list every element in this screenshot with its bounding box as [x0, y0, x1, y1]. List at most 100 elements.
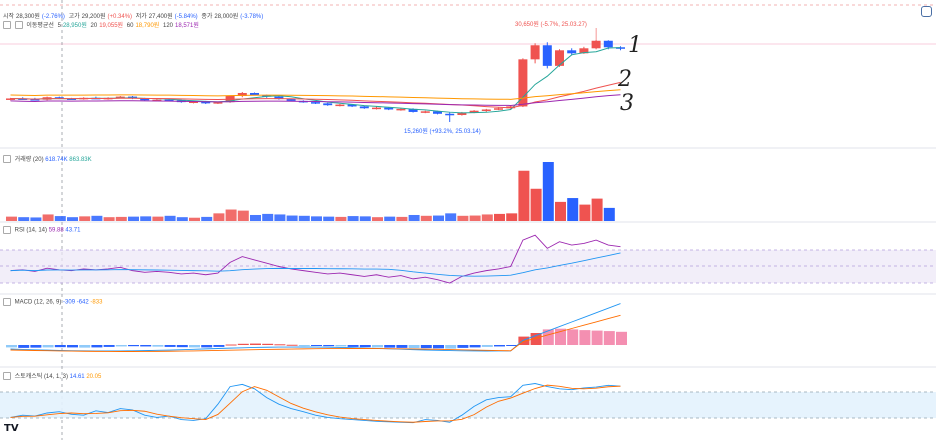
- candle-body: [54, 97, 64, 99]
- macd-histogram-bar: [225, 344, 237, 346]
- candle-body: [213, 102, 223, 104]
- macd-histogram-bar: [237, 343, 249, 345]
- volume-bar: [445, 213, 457, 221]
- macd-histogram-bar: [530, 333, 542, 345]
- candle-body: [481, 109, 491, 111]
- stoch-legend[interactable]: 스토캐스틱 (14, 1, 3) 14.61 20.05: [3, 371, 101, 381]
- macd-histogram-bar: [67, 345, 78, 348]
- scroll-to-realtime-button[interactable]: [921, 6, 932, 17]
- macd-histogram-bar: [433, 345, 444, 349]
- handwritten-number: 2: [617, 67, 632, 92]
- volume-bar: [274, 214, 286, 221]
- stoch-k-line: [10, 383, 621, 424]
- volume-bar: [457, 215, 469, 221]
- macd-histogram-bar: [79, 345, 91, 348]
- rsi-band: [0, 250, 936, 283]
- tradingview-logo: TV: [4, 423, 19, 434]
- macd-histogram-bar: [213, 345, 225, 347]
- macd-histogram-bar: [201, 345, 213, 348]
- macd-histogram-bar: [396, 345, 408, 348]
- volume-bar: [579, 204, 591, 221]
- macd-line: [10, 303, 621, 352]
- candle-body: [384, 107, 394, 110]
- volume-bar: [311, 216, 322, 221]
- volume-bar: [506, 213, 518, 221]
- macd-histogram-bar: [311, 345, 322, 346]
- macd-settings-icon[interactable]: [3, 298, 11, 306]
- macd-histogram-bar: [152, 345, 164, 347]
- volume-bar: [335, 216, 347, 221]
- volume-bar: [128, 216, 139, 221]
- macd-histogram-bar: [54, 345, 66, 348]
- candle-body: [335, 104, 345, 107]
- macd-histogram-bar: [42, 345, 54, 348]
- volume-bar: [250, 214, 261, 221]
- candle-body: [30, 99, 40, 101]
- volume-bar: [115, 216, 127, 221]
- volume-bar: [384, 216, 396, 221]
- candle-body: [408, 108, 418, 112]
- macd-histogram-bar: [189, 345, 200, 348]
- macd-histogram-bar: [164, 345, 176, 347]
- candle-body: [262, 94, 272, 97]
- volume-bar: [347, 216, 359, 221]
- volume-bar: [591, 198, 603, 221]
- volume-bar: [237, 210, 249, 221]
- macd-histogram-bar: [445, 345, 457, 349]
- candle-body: [420, 111, 430, 113]
- high-annotation: 30,650원 (-5.7%, 25.03.27): [515, 20, 587, 28]
- volume-bar: [79, 216, 91, 221]
- indicator-settings-icon[interactable]: [14, 21, 23, 30]
- macd-histogram-bar: [518, 336, 530, 345]
- volume-settings-icon[interactable]: [3, 155, 11, 164]
- volume-legend[interactable]: 거래량 (20) 618.74K 863.83K: [3, 154, 92, 164]
- candle-body: [603, 40, 613, 48]
- candle-body: [469, 110, 479, 113]
- macd-histogram-bar: [542, 329, 554, 345]
- ma120-line: [10, 94, 621, 106]
- macd-histogram-bar: [250, 343, 261, 345]
- macd-histogram-bar: [6, 345, 17, 348]
- macd-histogram-bar: [481, 345, 493, 347]
- handwritten-number: 1: [628, 33, 642, 58]
- volume-bar: [18, 217, 30, 221]
- volume-bar: [140, 216, 152, 221]
- candle-body: [347, 104, 357, 107]
- candle-body: [542, 45, 552, 66]
- volume-bar: [286, 215, 298, 221]
- volume-bar: [542, 162, 554, 221]
- macd-signal-line: [10, 314, 621, 352]
- rsi-legend[interactable]: RSI (14, 14) 59.88 43.71: [3, 226, 80, 234]
- macd-legend[interactable]: MACD (12, 26, 9) -309 -642 -833: [3, 298, 102, 306]
- low-annotation: 15,260원 (+93.2%, 25.03.14): [404, 127, 481, 135]
- macd-histogram-bar: [323, 345, 335, 347]
- volume-bar: [603, 207, 615, 221]
- volume-bar: [262, 213, 274, 221]
- candle-body: [359, 106, 369, 109]
- candle-body: [372, 107, 381, 110]
- macd-histogram-bar: [384, 345, 396, 348]
- volume-bar: [91, 215, 103, 221]
- macd-histogram-bar: [616, 331, 627, 345]
- candle-body: [140, 98, 150, 101]
- ma-legend[interactable]: 이동평균선 5 28,950원 20 19,055원 60 18,790원 120 18…: [3, 20, 201, 30]
- macd-histogram-bar: [298, 345, 310, 346]
- stoch-settings-icon[interactable]: [3, 372, 11, 381]
- macd-histogram-bar: [408, 345, 420, 349]
- volume-bar: [30, 217, 42, 221]
- volume-bar: [164, 215, 176, 221]
- volume-bar: [530, 188, 542, 221]
- candle-body: [518, 59, 528, 107]
- stoch-d-line: [10, 384, 621, 423]
- rsi-settings-icon[interactable]: [3, 226, 11, 234]
- candle-body: [67, 98, 76, 100]
- candle-body: [494, 108, 503, 110]
- indicator-toggle-icon[interactable]: [3, 21, 11, 30]
- candle-body: [237, 92, 247, 96]
- candle-body: [445, 113, 455, 116]
- macd-histogram-bar: [140, 345, 152, 347]
- volume-bar: [408, 214, 420, 221]
- ma60-line: [10, 89, 621, 100]
- candle-body: [530, 45, 540, 60]
